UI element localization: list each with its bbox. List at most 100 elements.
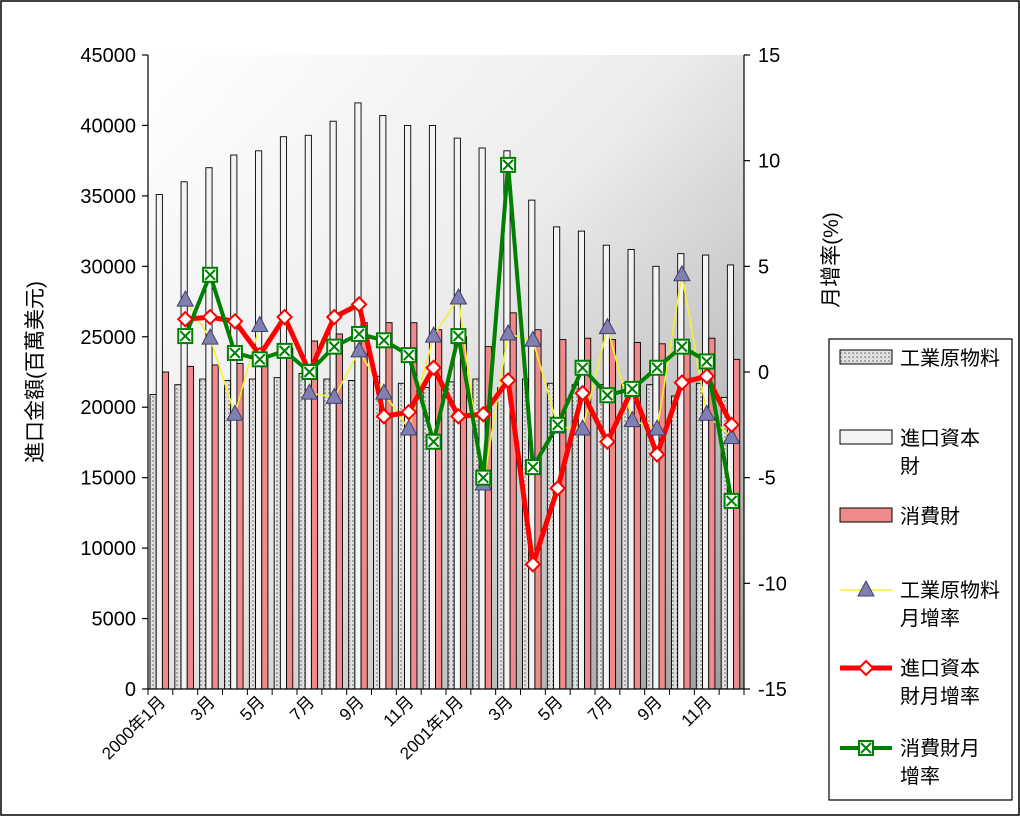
point-0-23 bbox=[722, 427, 741, 445]
bar-1-21 bbox=[677, 253, 685, 690]
point-2-7 bbox=[326, 338, 343, 355]
point-0-11 bbox=[424, 326, 443, 343]
point-0-10 bbox=[399, 418, 418, 436]
legend-marker-4 bbox=[857, 659, 875, 677]
y2-tick-label: 15 bbox=[758, 45, 780, 67]
point-2-11 bbox=[425, 433, 442, 450]
point-2-6-x bbox=[303, 366, 316, 378]
point-0-8 bbox=[350, 340, 368, 358]
legend-label-4: 進口資本財月增率 bbox=[900, 657, 980, 708]
y2-axis-title: 月增率(%) bbox=[820, 212, 843, 308]
bar-1-7 bbox=[329, 120, 337, 690]
bar-1-20 bbox=[652, 265, 660, 690]
legend-marker-5-x bbox=[860, 742, 872, 754]
y2-tick-label: -10 bbox=[758, 573, 787, 595]
bar-0-1 bbox=[174, 384, 182, 690]
y2-tick-label: 5 bbox=[758, 256, 769, 278]
point-1-18 bbox=[599, 433, 616, 451]
point-0-9 bbox=[375, 383, 393, 400]
point-1-21 bbox=[673, 374, 691, 391]
point-2-8 bbox=[351, 325, 368, 342]
bar-2-23 bbox=[733, 358, 741, 690]
point-2-20 bbox=[649, 359, 666, 376]
point-2-8-x bbox=[353, 328, 365, 340]
bar-2-2 bbox=[211, 364, 219, 690]
bar-1-17 bbox=[577, 230, 586, 690]
legend-label-line: 進口資本 bbox=[900, 427, 980, 450]
bar-0-7 bbox=[323, 378, 331, 690]
bar-0-6 bbox=[298, 372, 306, 690]
y-tick-label: 20000 bbox=[80, 397, 136, 419]
point-1-16 bbox=[549, 479, 567, 497]
point-2-10 bbox=[400, 347, 417, 364]
point-2-18-x bbox=[601, 389, 614, 401]
point-2-19 bbox=[624, 380, 641, 397]
point-2-21 bbox=[673, 338, 690, 355]
point-1-13 bbox=[474, 405, 492, 423]
point-2-7-x bbox=[328, 340, 340, 353]
point-2-2 bbox=[202, 266, 219, 283]
legend-label-line: 財 bbox=[900, 455, 920, 478]
point-1-23 bbox=[723, 416, 740, 434]
point-1-11 bbox=[425, 359, 442, 377]
legend-swatch-2 bbox=[839, 507, 893, 523]
bar-1-4 bbox=[255, 150, 263, 690]
legend-label-line: 月增率 bbox=[900, 607, 960, 630]
point-2-1-x bbox=[179, 330, 191, 342]
legend-label-5: 消費財月增率 bbox=[900, 737, 980, 788]
bar-2-21 bbox=[683, 341, 691, 690]
point-1-5 bbox=[276, 308, 293, 326]
point-2-12-x bbox=[452, 330, 465, 342]
legend-swatch-1 bbox=[839, 429, 893, 445]
bar-2-16 bbox=[559, 339, 567, 690]
point-2-14 bbox=[500, 156, 517, 173]
point-2-17-x bbox=[576, 362, 589, 374]
legend-label-3: 工業原物料月增率 bbox=[900, 579, 1000, 630]
bar-2-9 bbox=[385, 322, 393, 690]
bar-2-5 bbox=[286, 347, 294, 690]
bar-1-3 bbox=[230, 154, 238, 690]
lines-layer bbox=[176, 156, 741, 573]
point-2-22 bbox=[698, 353, 715, 370]
point-0-15 bbox=[524, 330, 542, 347]
bar-2-14 bbox=[509, 312, 517, 690]
point-2-19-x bbox=[626, 383, 638, 395]
point-2-18 bbox=[599, 387, 616, 404]
point-0-14 bbox=[499, 323, 517, 341]
point-1-9 bbox=[375, 407, 393, 425]
y-tick-label: 45000 bbox=[80, 45, 136, 67]
bar-1-19 bbox=[627, 248, 635, 690]
point-0-22 bbox=[697, 404, 716, 421]
point-1-10 bbox=[400, 403, 418, 421]
bar-1-6 bbox=[304, 134, 312, 690]
point-2-5-x bbox=[278, 345, 291, 357]
point-0-3 bbox=[226, 404, 244, 421]
legend-label-1: 進口資本財 bbox=[900, 427, 980, 478]
point-2-23 bbox=[723, 492, 740, 509]
bar-1-0 bbox=[155, 194, 163, 690]
bar-2-0 bbox=[161, 371, 170, 690]
point-2-14-x bbox=[502, 159, 514, 171]
y2-tick-label: 10 bbox=[758, 151, 780, 173]
legend-marker-5 bbox=[858, 740, 874, 756]
bar-0-12 bbox=[447, 381, 455, 690]
y2-tick-label: 0 bbox=[758, 362, 769, 384]
y-tick-label: 30000 bbox=[80, 256, 136, 278]
point-2-4 bbox=[251, 351, 268, 368]
point-0-7 bbox=[325, 387, 344, 404]
y-tick-label: 0 bbox=[125, 679, 136, 701]
point-2-20-x bbox=[651, 362, 663, 374]
bar-0-0 bbox=[149, 394, 157, 690]
bar-2-15 bbox=[534, 329, 542, 690]
legend-label-line: 消費財 bbox=[900, 505, 960, 528]
bar-1-2 bbox=[205, 167, 213, 690]
legend-box bbox=[828, 338, 1013, 801]
point-0-1 bbox=[176, 290, 195, 307]
point-1-12 bbox=[450, 407, 467, 425]
point-2-2-x bbox=[204, 269, 216, 281]
point-2-23-x bbox=[725, 495, 738, 507]
point-2-13 bbox=[475, 469, 492, 486]
y-tick-label: 10000 bbox=[80, 538, 136, 560]
y-tick-label: 15000 bbox=[80, 468, 136, 490]
point-0-12 bbox=[449, 287, 468, 305]
